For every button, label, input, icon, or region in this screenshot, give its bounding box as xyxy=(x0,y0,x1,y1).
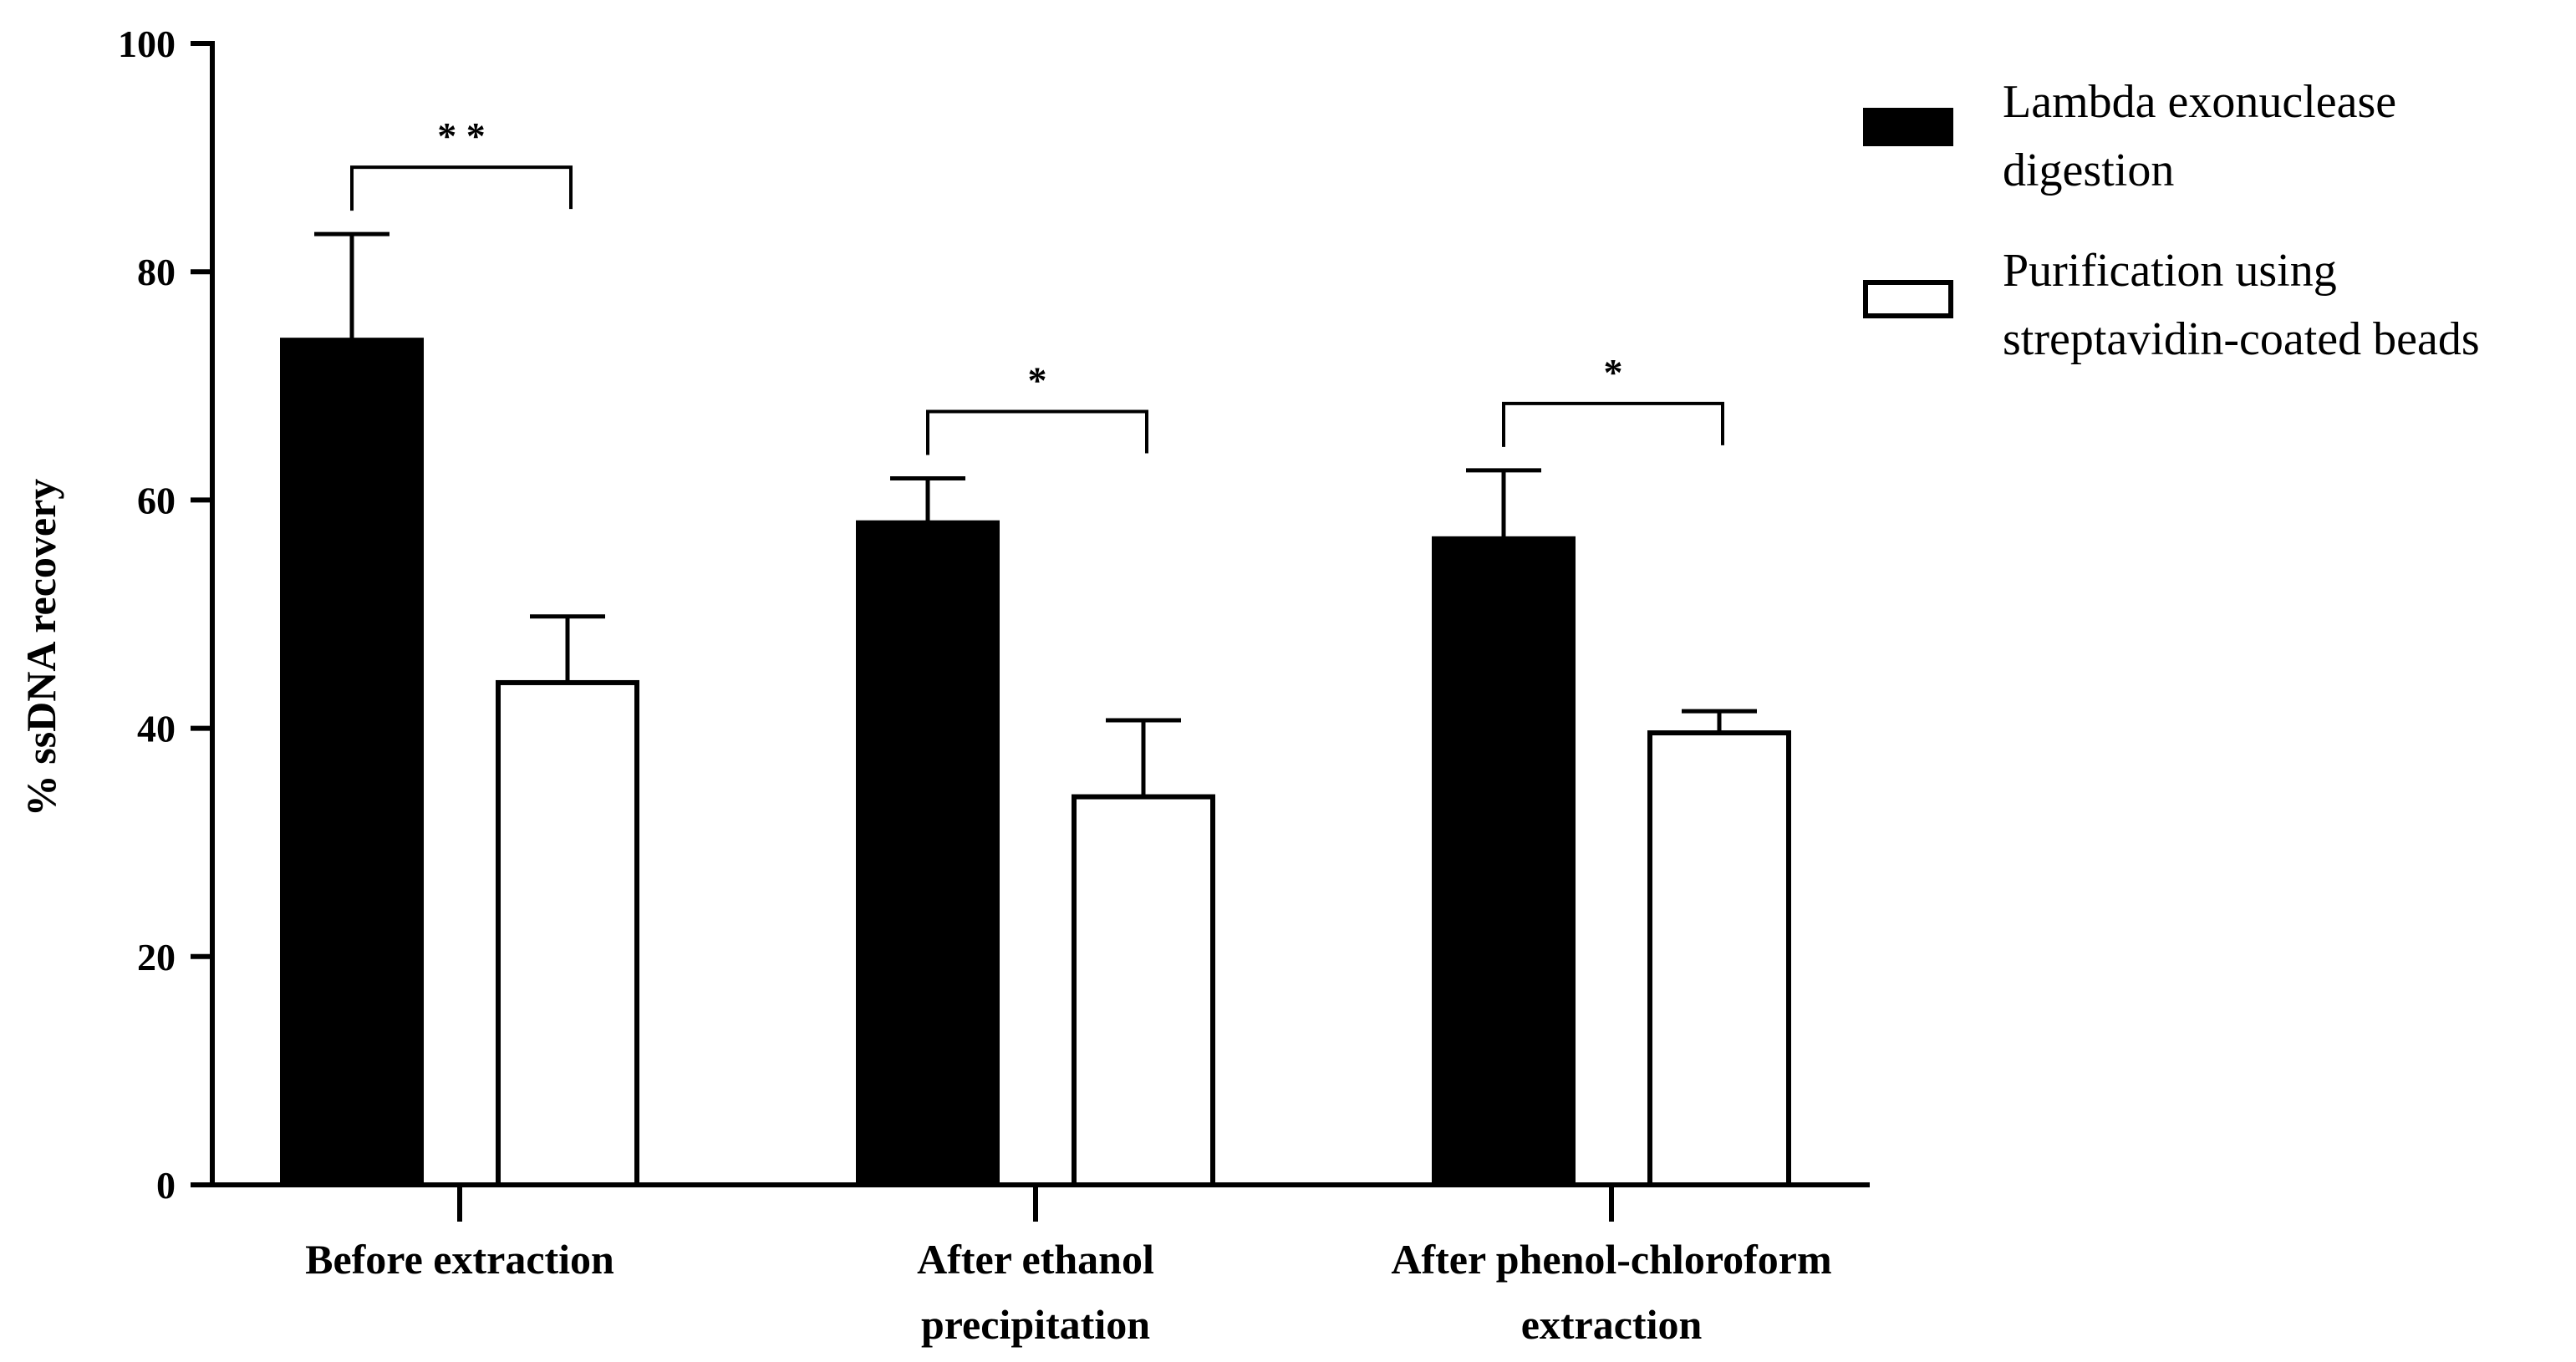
bar xyxy=(280,338,424,1188)
y-axis-title: % ssDNA recovery xyxy=(18,479,64,817)
y-tick-label: 0 xyxy=(156,1164,176,1207)
legend-swatch xyxy=(1863,108,1953,146)
significance-label: * xyxy=(1028,358,1047,401)
x-tick-label: Before extraction xyxy=(305,1236,614,1283)
legend-label: Lambda exonuclease xyxy=(2003,76,2396,128)
legend-swatch xyxy=(1863,280,1953,318)
x-tick-label: precipitation xyxy=(921,1301,1150,1348)
y-tick-label: 20 xyxy=(137,936,176,978)
bar xyxy=(496,679,639,1187)
y-tick-label: 40 xyxy=(137,708,176,750)
legend-label: digestion xyxy=(2003,145,2174,196)
x-tick-label: After ethanol xyxy=(917,1236,1154,1283)
legend-label: streptavidin-coated beads xyxy=(2003,313,2480,365)
bar xyxy=(1647,730,1791,1187)
significance-label: * xyxy=(1604,351,1623,394)
significance-bracket xyxy=(926,409,1148,455)
significance-bracket xyxy=(350,165,573,211)
legend: Lambda exonuclease digestion Purification … xyxy=(1863,76,2480,365)
bar xyxy=(1432,536,1576,1187)
legend-label: Purification using xyxy=(2003,245,2337,297)
significance-bracket xyxy=(1502,401,1724,447)
y-tick-label: 80 xyxy=(137,251,176,293)
significance-label: * * xyxy=(437,114,486,157)
y-tick-label: 100 xyxy=(118,23,176,65)
bar xyxy=(856,520,1000,1187)
bar xyxy=(1072,794,1215,1187)
x-tick-label: After phenol-chloroform xyxy=(1391,1236,1831,1283)
x-tick-label: extraction xyxy=(1521,1301,1703,1348)
y-tick-label: 60 xyxy=(137,479,176,521)
plot-area: 0 20 40 60 80 100 % ssDNA recovery Before extra… xyxy=(18,23,1870,1348)
